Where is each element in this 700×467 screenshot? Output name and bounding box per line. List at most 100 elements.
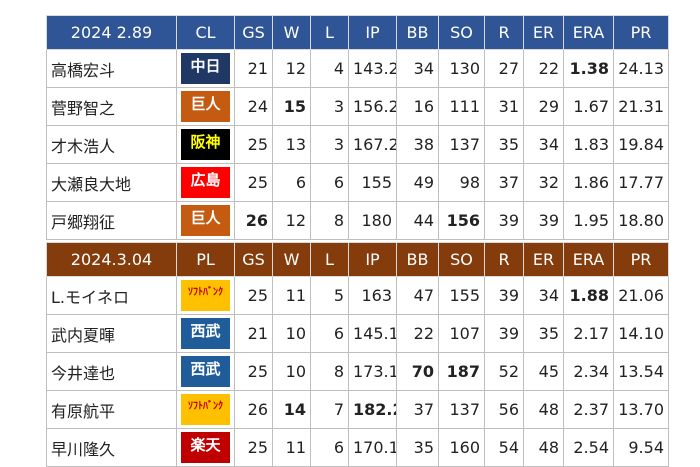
data-row: 早川隆久 楽天 25 11 6 170.1 35 160 54 48 2.54 9.54: [46, 428, 669, 467]
stat-cell: 37: [396, 390, 439, 429]
stat-cell: 145.1: [348, 314, 397, 353]
stat-cell: 39: [484, 201, 524, 240]
stat-cell: 8: [310, 201, 349, 240]
team-badge: 広島: [181, 167, 230, 198]
header-row: 2024 2.89 CL GS W L IP BB SO R ER ERA PR: [46, 15, 669, 50]
stat-cell: 173.1: [348, 352, 397, 391]
stat-cell: 34: [523, 276, 564, 315]
header-cell: CL: [176, 15, 235, 50]
header-cell: GS: [234, 15, 273, 50]
stat-cell: 21.06: [613, 276, 669, 315]
stat-cell: 44: [396, 201, 439, 240]
stat-cell: 25: [234, 352, 273, 391]
stat-cell: 2.37: [563, 390, 614, 429]
header-row: 2024.3.04 PL GS W L IP BB SO R ER ERA PR: [46, 242, 669, 277]
stat-cell: 26: [234, 201, 273, 240]
team-badge: 中日: [181, 53, 230, 84]
stat-cell: 156: [438, 201, 485, 240]
stat-cell: 16: [396, 87, 439, 126]
player-name: L.モイネロ: [46, 276, 177, 315]
header-cell: BB: [396, 15, 439, 50]
stat-cell: 18.80: [613, 201, 669, 240]
stat-cell: 26: [234, 390, 273, 429]
stat-cell: 163: [348, 276, 397, 315]
team-cell: 楽天: [176, 428, 235, 467]
stats-table: 2024.3.04 PL GS W L IP BB SO R ER ERA PR L.モイネロ ｿﾌﾄﾊﾞ…: [46, 242, 669, 467]
stat-cell: 38: [396, 125, 439, 164]
stat-cell: 39: [484, 276, 524, 315]
player-name: 戸郷翔征: [46, 201, 177, 240]
team-cell: 西武: [176, 352, 235, 391]
stat-cell: 1.95: [563, 201, 614, 240]
stat-cell: 3: [310, 87, 349, 126]
stat-cell: 15: [272, 87, 311, 126]
stat-cell: 34: [396, 49, 439, 88]
stat-cell: 12: [272, 49, 311, 88]
stat-cell: 137: [438, 125, 485, 164]
stat-cell: 25: [234, 163, 273, 202]
stat-cell: 13.70: [613, 390, 669, 429]
stat-cell: 6: [310, 428, 349, 467]
data-row: 才木浩人 阪神 25 13 3 167.2 38 137 35 34 1.83 19.84: [46, 125, 669, 164]
data-row: 高橋宏斗 中日 21 12 4 143.2 34 130 27 22 1.38 24.13: [46, 49, 669, 88]
stat-cell: 39: [523, 201, 564, 240]
stat-cell: 111: [438, 87, 485, 126]
team-badge: 楽天: [181, 432, 230, 463]
data-row: 戸郷翔征 巨人 26 12 8 180 44 156 39 39 1.95 18.80: [46, 201, 669, 240]
team-cell: 中日: [176, 49, 235, 88]
stat-cell: 8: [310, 352, 349, 391]
stat-cell: 10: [272, 352, 311, 391]
stat-cell: 11: [272, 276, 311, 315]
stat-cell: 7: [310, 390, 349, 429]
header-cell: R: [484, 15, 524, 50]
header-cell: 2024 2.89: [46, 15, 177, 50]
team-badge: 巨人: [181, 91, 230, 122]
header-cell: GS: [234, 242, 273, 277]
stat-cell: 48: [523, 390, 564, 429]
stat-cell: 9.54: [613, 428, 669, 467]
team-cell: 広島: [176, 163, 235, 202]
stat-cell: 22: [523, 49, 564, 88]
stat-cell: 98: [438, 163, 485, 202]
stat-cell: 137: [438, 390, 485, 429]
stat-cell: 5: [310, 276, 349, 315]
stat-cell: 29: [523, 87, 564, 126]
stat-cell: 167.2: [348, 125, 397, 164]
stat-cell: 45: [523, 352, 564, 391]
stat-cell: 25: [234, 428, 273, 467]
header-cell: IP: [348, 242, 397, 277]
header-cell: BB: [396, 242, 439, 277]
team-cell: 西武: [176, 314, 235, 353]
player-name: 武内夏暉: [46, 314, 177, 353]
header-cell: IP: [348, 15, 397, 50]
stat-cell: 13: [272, 125, 311, 164]
header-cell: ERA: [563, 242, 614, 277]
data-row: 今井達也 西武 25 10 8 173.1 70 187 52 45 2.34 13.54: [46, 352, 669, 391]
stat-cell: 1.86: [563, 163, 614, 202]
stat-cell: 2.17: [563, 314, 614, 353]
player-name: 才木浩人: [46, 125, 177, 164]
stat-cell: 180: [348, 201, 397, 240]
stat-cell: 47: [396, 276, 439, 315]
stat-cell: 35: [484, 125, 524, 164]
stat-cell: 21.31: [613, 87, 669, 126]
stat-cell: 156.2: [348, 87, 397, 126]
header-cell: SO: [438, 15, 485, 50]
data-row: 菅野智之 巨人 24 15 3 156.2 16 111 31 29 1.67 21.31: [46, 87, 669, 126]
stat-cell: 143.2: [348, 49, 397, 88]
stat-cell: 14.10: [613, 314, 669, 353]
stat-cell: 52: [484, 352, 524, 391]
header-cell: PR: [613, 242, 669, 277]
stat-cell: 17.77: [613, 163, 669, 202]
team-badge: 西武: [181, 318, 230, 349]
stat-cell: 13.54: [613, 352, 669, 391]
stat-cell: 70: [396, 352, 439, 391]
stat-cell: 11: [272, 428, 311, 467]
header-cell: W: [272, 242, 311, 277]
stat-cell: 31: [484, 87, 524, 126]
stat-cell: 19.84: [613, 125, 669, 164]
stat-cell: 4: [310, 49, 349, 88]
stat-cell: 6: [272, 163, 311, 202]
stat-cell: 1.83: [563, 125, 614, 164]
